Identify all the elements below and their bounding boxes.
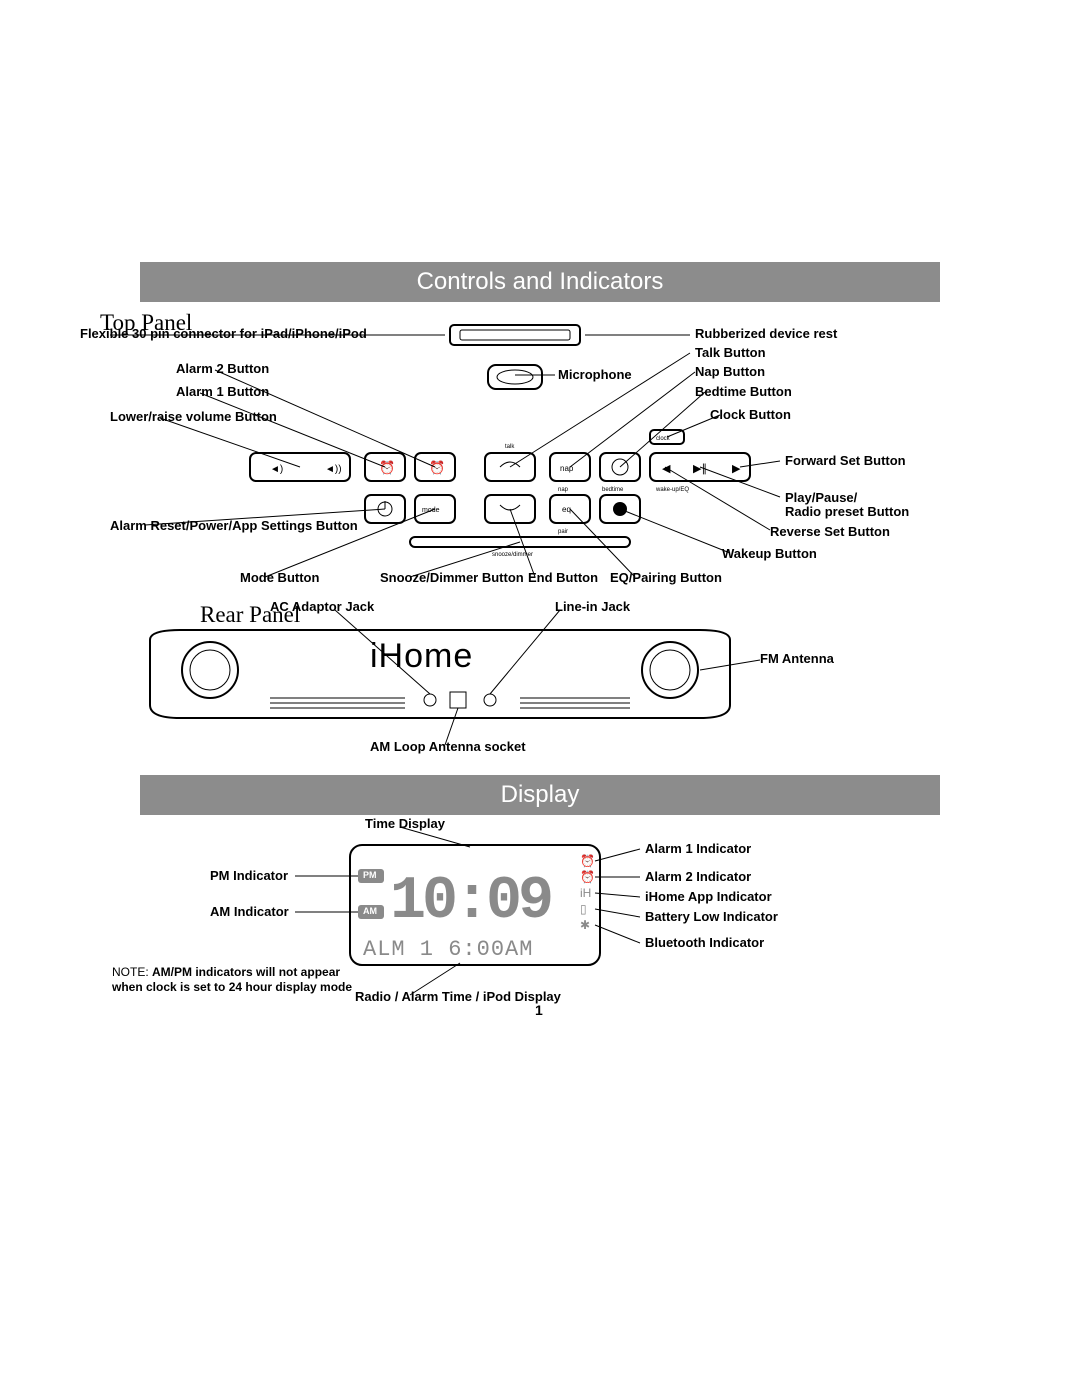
svg-text:iHome: iHome — [370, 637, 473, 675]
lbl-reset: Alarm Reset/Power/App Settings Button — [110, 519, 358, 533]
lbl-end: End Button — [528, 571, 598, 585]
lbl-mic: Microphone — [558, 368, 632, 382]
lbl-a2: Alarm 2 Indicator — [645, 870, 751, 884]
lbl-bed: Bedtime Button — [695, 385, 792, 399]
svg-text:eq: eq — [562, 505, 571, 514]
svg-text:ALM 1 6:00AM: ALM 1 6:00AM — [363, 937, 533, 962]
lbl-rev: Reverse Set Button — [770, 525, 890, 539]
lbl-flex: Flexible 30 pin connector for iPad/iPhon… — [80, 327, 367, 341]
svg-text:⏰: ⏰ — [580, 869, 595, 884]
lbl-ac: AC Adaptor Jack — [270, 600, 374, 614]
lbl-rub: Rubberized device rest — [695, 327, 837, 341]
svg-text:▯: ▯ — [580, 902, 587, 916]
lbl-alarm1: Alarm 1 Button — [176, 385, 269, 399]
lbl-alarm2: Alarm 2 Button — [176, 362, 269, 376]
lcd-pm: PM — [363, 870, 377, 880]
note-line2: when clock is set to 24 hour display mod… — [112, 980, 352, 994]
svg-text:nap: nap — [558, 487, 569, 493]
lcd-am: AM — [363, 906, 377, 916]
svg-text:pair: pair — [558, 529, 568, 535]
lbl-snooze: Snooze/Dimmer Button — [380, 571, 524, 585]
lbl-play2: Radio preset Button — [785, 505, 909, 519]
lbl-wake: Wakeup Button — [722, 547, 817, 561]
svg-text:⏰: ⏰ — [429, 459, 445, 475]
lbl-radio: Radio / Alarm Time / iPod Display — [355, 990, 561, 1004]
lbl-amloop: AM Loop Antenna socket — [370, 740, 526, 754]
lbl-eq: EQ/Pairing Button — [610, 571, 722, 585]
svg-text:◄)): ◄)) — [325, 464, 342, 475]
svg-text:⏰: ⏰ — [580, 853, 595, 868]
lbl-a1: Alarm 1 Indicator — [645, 842, 751, 856]
svg-text:10:09: 10:09 — [390, 868, 551, 936]
note-line1: NOTE: AM/PM indicators will not appear — [112, 965, 340, 979]
lbl-clock: Clock Button — [710, 408, 791, 422]
svg-text:bedtime: bedtime — [602, 487, 624, 493]
lbl-mode: Mode Button — [240, 571, 319, 585]
lbl-pm: PM Indicator — [210, 869, 288, 883]
lbl-fwd: Forward Set Button — [785, 454, 906, 468]
lbl-app: iHome App Indicator — [645, 890, 772, 904]
section-bar-display: Display — [140, 775, 940, 815]
rear-panel-diagram: iHome — [140, 600, 940, 770]
lbl-nap: Nap Button — [695, 365, 765, 379]
lbl-am: AM Indicator — [210, 905, 289, 919]
svg-text:▶: ▶ — [732, 463, 741, 475]
lbl-bt: Bluetooth Indicator — [645, 936, 764, 950]
svg-text:talk: talk — [505, 444, 515, 450]
lbl-fm: FM Antenna — [760, 652, 834, 666]
lbl-talk: Talk Button — [695, 346, 766, 360]
svg-text:iH: iH — [580, 886, 591, 900]
lbl-time: Time Display — [365, 817, 445, 831]
lbl-batt: Battery Low Indicator — [645, 910, 778, 924]
lbl-vol: Lower/raise volume Button — [110, 410, 277, 424]
page-number: 1 — [535, 1002, 543, 1018]
svg-text:⏰: ⏰ — [379, 459, 395, 475]
svg-text:wake-up/EQ: wake-up/EQ — [655, 487, 689, 493]
svg-text:◄): ◄) — [270, 464, 283, 475]
svg-text:✱: ✱ — [580, 918, 590, 932]
svg-text:◀: ◀ — [662, 463, 671, 475]
lbl-line: Line-in Jack — [555, 600, 630, 614]
section-bar-controls: Controls and Indicators — [140, 262, 940, 302]
